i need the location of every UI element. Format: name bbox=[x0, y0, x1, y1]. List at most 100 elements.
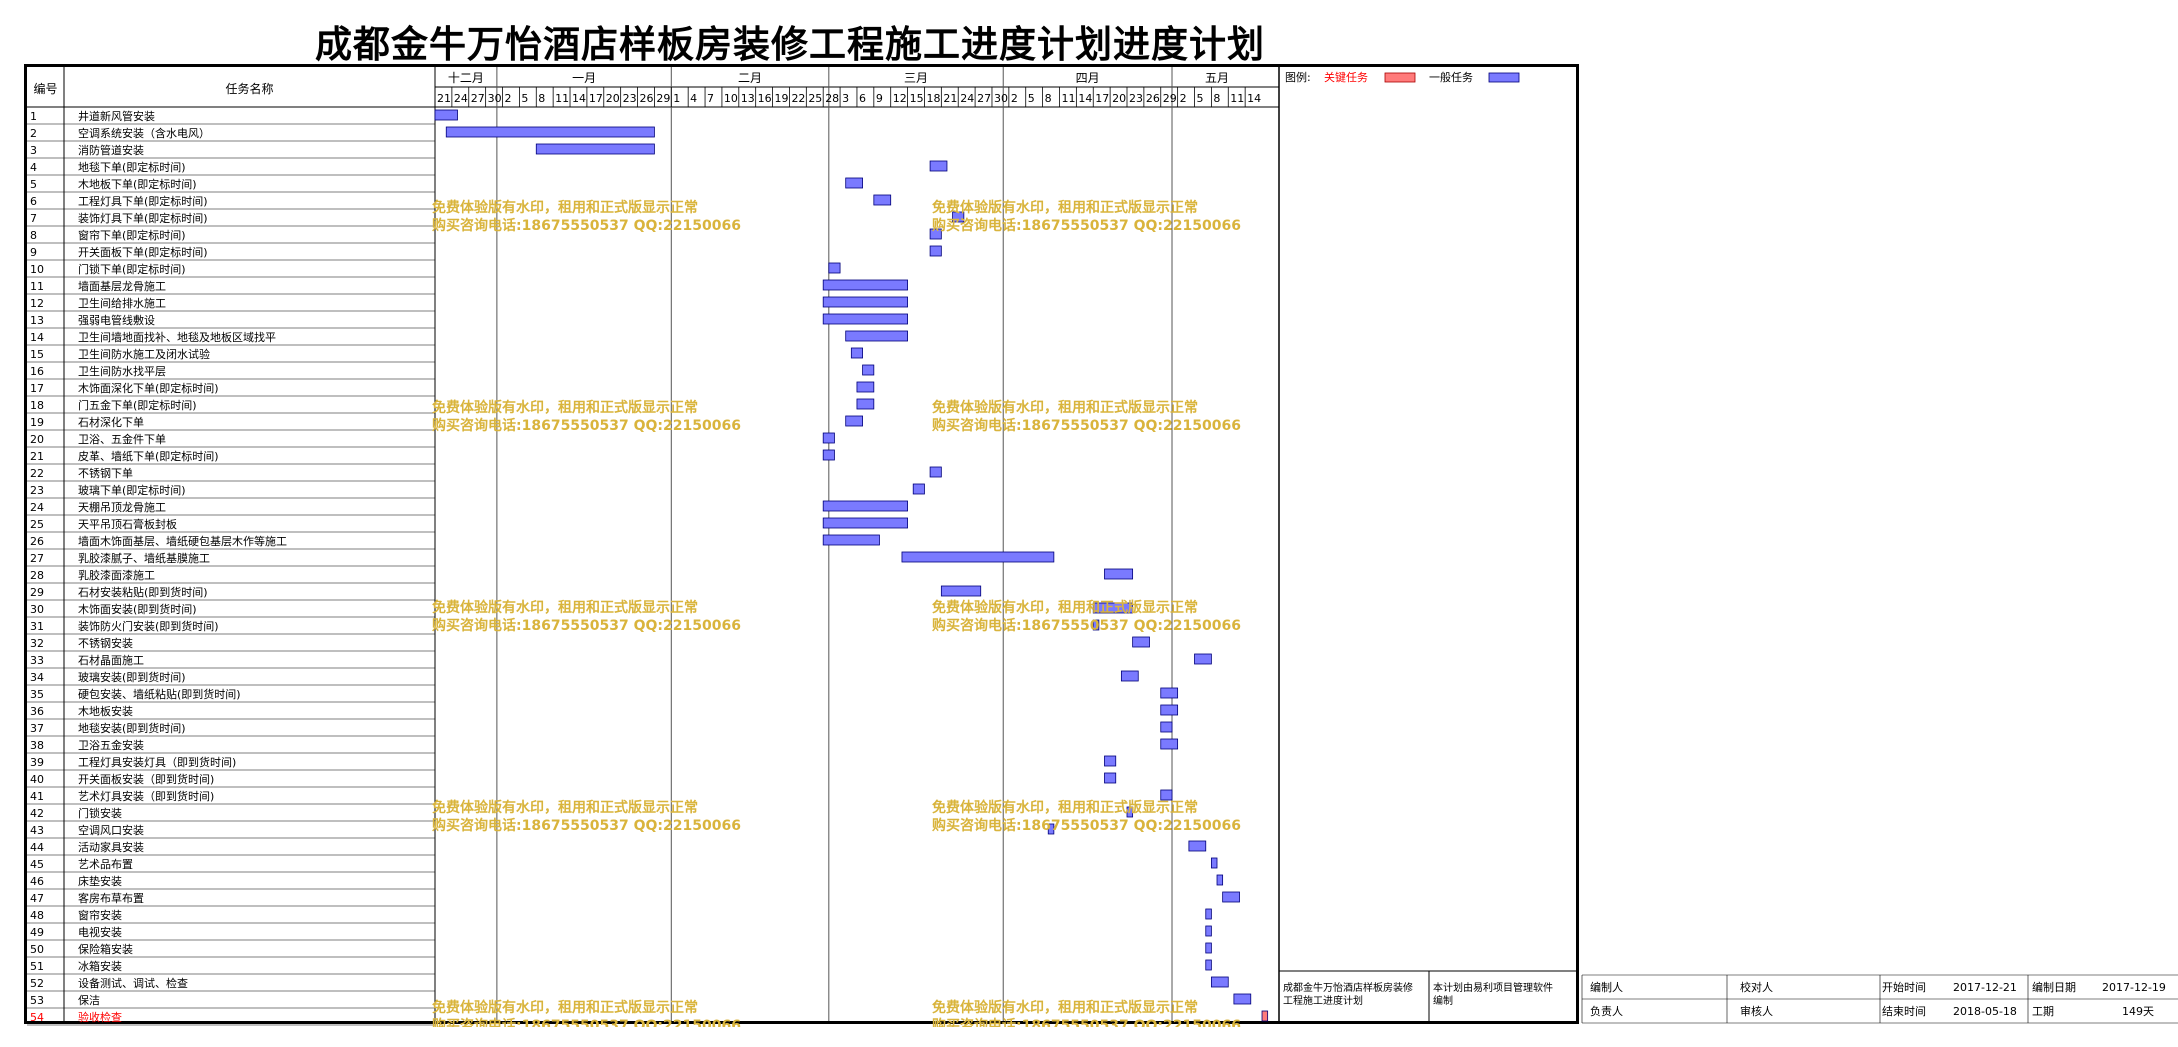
row-task-name: 工程灯具安装灯具（即到货时间) bbox=[78, 755, 236, 769]
gantt-bars bbox=[434, 109, 1269, 1022]
row-task-name: 石材深化下单 bbox=[78, 415, 144, 429]
row-task-name: 墙面基层龙骨施工 bbox=[78, 279, 166, 293]
footer-checker-label: 校对人 bbox=[1740, 980, 1773, 994]
gantt-bar bbox=[1120, 670, 1139, 682]
row-task-name: 窗帘下单(即定标时间) bbox=[78, 228, 186, 242]
day-tick-label: 27 bbox=[471, 92, 485, 105]
row-id: 35 bbox=[30, 688, 44, 701]
day-tick-label: 21 bbox=[437, 92, 451, 105]
row-id: 11 bbox=[30, 280, 44, 293]
day-tick-label: 15 bbox=[910, 92, 924, 105]
gantt-bar bbox=[822, 313, 908, 325]
row-task-name: 活动家具安装 bbox=[78, 840, 144, 854]
row-task-name: 床垫安装 bbox=[78, 874, 122, 888]
row-task-name: 乳胶漆腻子、墙纸基膜施工 bbox=[78, 551, 210, 565]
day-tick-label: 8 bbox=[1213, 92, 1220, 105]
day-tick-label: 18 bbox=[926, 92, 940, 105]
row-id: 2 bbox=[30, 127, 37, 140]
gantt-bar bbox=[822, 500, 908, 512]
day-tick-label: 30 bbox=[488, 92, 502, 105]
day-tick-label: 2 bbox=[1011, 92, 1018, 105]
gantt-bar bbox=[1126, 806, 1134, 818]
watermark-line2: 购买咨询电话:18675550537 QQ:22150066 bbox=[932, 1017, 1241, 1027]
watermark-line1: 免费体验版有水印，租用和正式版显示正常 bbox=[432, 399, 698, 416]
month-label: 四月 bbox=[1076, 71, 1100, 85]
gantt-bar bbox=[1210, 857, 1218, 869]
row-id: 36 bbox=[30, 705, 44, 718]
gantt-bar bbox=[862, 364, 875, 376]
gantt-bar bbox=[1205, 925, 1212, 937]
row-task-name: 木饰面深化下单(即定标时间) bbox=[78, 381, 219, 395]
month-label: 十二月 bbox=[448, 71, 484, 85]
row-id: 30 bbox=[30, 603, 44, 616]
gantt-bar bbox=[434, 109, 458, 121]
day-tick-label: 22 bbox=[791, 92, 805, 105]
row-id: 50 bbox=[30, 943, 44, 956]
row-id: 34 bbox=[30, 671, 44, 684]
row-id: 6 bbox=[30, 195, 37, 208]
gantt-bar bbox=[822, 296, 908, 308]
watermark-line1: 免费体验版有水印，租用和正式版显示正常 bbox=[932, 199, 1198, 216]
row-task-name: 乳胶漆面漆施工 bbox=[78, 568, 155, 582]
watermark-line2: 购买咨询电话:18675550537 QQ:22150066 bbox=[932, 617, 1241, 634]
row-id: 3 bbox=[30, 144, 37, 157]
day-tick-label: 14 bbox=[1078, 92, 1092, 105]
row-task-name: 验收检查 bbox=[78, 1010, 122, 1024]
row-id: 12 bbox=[30, 297, 44, 310]
gantt-bar bbox=[1216, 874, 1224, 886]
row-task-name: 天棚吊顶龙骨施工 bbox=[78, 500, 166, 514]
row-task-name: 门锁安装 bbox=[78, 806, 122, 820]
gantt-bar bbox=[1104, 772, 1117, 784]
row-id: 42 bbox=[30, 807, 44, 820]
row-id: 26 bbox=[30, 535, 44, 548]
software-note-line2: 编制 bbox=[1433, 994, 1453, 1007]
watermark-line1: 免费体验版有水印，租用和正式版显示正常 bbox=[932, 599, 1198, 616]
row-id: 19 bbox=[30, 416, 44, 429]
gantt-bar bbox=[873, 194, 892, 206]
gantt-bar bbox=[822, 534, 880, 546]
day-tick-label: 29 bbox=[656, 92, 670, 105]
row-id: 4 bbox=[30, 161, 37, 174]
row-id: 28 bbox=[30, 569, 44, 582]
header-task-name: 任务名称 bbox=[225, 81, 273, 96]
row-id: 13 bbox=[30, 314, 44, 327]
day-tick-label: 5 bbox=[1197, 92, 1204, 105]
legend-general-swatch bbox=[1488, 72, 1520, 83]
row-id: 46 bbox=[30, 875, 44, 888]
row-task-name: 木地板安装 bbox=[78, 704, 133, 718]
row-task-name: 冰箱安装 bbox=[78, 959, 122, 973]
watermark-line1: 免费体验版有水印，租用和正式版显示正常 bbox=[932, 799, 1198, 816]
row-task-name: 门五金下单(即定标时间) bbox=[78, 398, 197, 412]
row-id: 25 bbox=[30, 518, 44, 531]
row-task-name: 地毯下单(即定标时间) bbox=[78, 160, 186, 174]
row-id: 45 bbox=[30, 858, 44, 871]
gantt-bar bbox=[1160, 721, 1173, 733]
day-tick-label: 14 bbox=[1247, 92, 1261, 105]
row-id: 41 bbox=[30, 790, 44, 803]
day-tick-label: 5 bbox=[521, 92, 528, 105]
row-task-name: 客房布草布置 bbox=[78, 891, 144, 905]
project-desc-line2: 工程施工进度计划 bbox=[1283, 994, 1363, 1007]
day-tick-label: 25 bbox=[808, 92, 822, 105]
day-tick-label: 1 bbox=[673, 92, 680, 105]
watermark-line1: 免费体验版有水印，租用和正式版显示正常 bbox=[432, 999, 698, 1016]
row-task-name: 玻璃下单(即定标时间) bbox=[78, 483, 186, 497]
row-task-name: 开关面板安装（即到货时间) bbox=[78, 772, 214, 786]
page-title: 成都金牛万怡酒店样板房装修工程施工进度计划进度计划 bbox=[315, 22, 1265, 66]
gantt-bar bbox=[1205, 942, 1212, 954]
row-id: 10 bbox=[30, 263, 44, 276]
day-tick-label: 16 bbox=[758, 92, 772, 105]
row-task-name: 卫生间墙地面找补、地毯及地板区域找平 bbox=[78, 330, 276, 344]
row-id: 22 bbox=[30, 467, 44, 480]
gantt-bar bbox=[856, 398, 875, 410]
day-tick-label: 10 bbox=[724, 92, 738, 105]
watermark-line2: 购买咨询电话:18675550537 QQ:22150066 bbox=[432, 817, 741, 834]
row-task-name: 电视安装 bbox=[78, 925, 122, 939]
gantt-bar bbox=[1194, 653, 1212, 665]
watermark-line2: 购买咨询电话:18675550537 QQ:22150066 bbox=[932, 817, 1241, 834]
gantt-bar bbox=[1160, 789, 1173, 801]
row-task-name: 门锁下单(即定标时间) bbox=[78, 262, 186, 276]
row-task-name: 卫生间给排水施工 bbox=[78, 296, 166, 310]
row-task-name: 卫生间防水找平层 bbox=[78, 364, 166, 378]
